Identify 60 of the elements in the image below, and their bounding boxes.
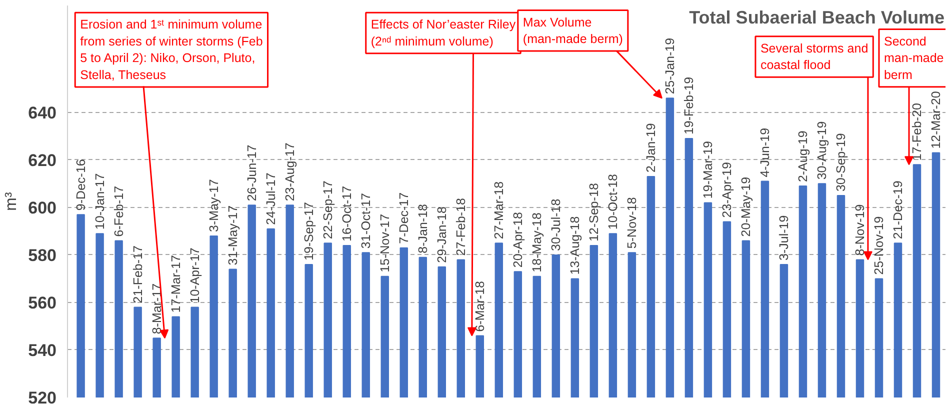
- chart-title: Total Subaerial Beach Volume: [689, 8, 945, 28]
- annotation: Erosion and 1ˢᵗ minimum volume from series of winter storms (Feb 5 to April 2): Niko, Orson, Pluto, Stella, Theseus: [80, 18, 263, 82]
- x-tick-label: 19-Sep-17: [302, 202, 316, 260]
- y-tick-label: 520: [28, 388, 57, 406]
- annotation: Second man-made berm: [884, 34, 944, 82]
- y-tick-label: 540: [28, 340, 57, 360]
- x-tick-label: 27-Mar-18: [492, 181, 506, 240]
- y-tick-label: 620: [28, 150, 57, 170]
- x-tick-label: 30-Jul-18: [548, 198, 563, 251]
- y-axis-title: m³: [3, 192, 20, 211]
- x-tick-label: 10-Jan-17: [92, 173, 107, 230]
- x-tick-label: 8-Jan-18: [416, 204, 430, 254]
- y-tick-label: 600: [28, 198, 57, 218]
- x-tick-label: 5-Nov-18: [624, 197, 639, 249]
- x-tick-label: 3-Jul-19: [776, 215, 791, 260]
- x-tick-label: 30-Sep-19: [834, 133, 848, 192]
- x-tick-label: 23-Apr-19: [720, 162, 734, 218]
- x-tick-label: 4-Jun-19: [758, 128, 772, 178]
- annotation: Max Volume (man-made berm): [522, 15, 623, 46]
- x-tick-label: 21-Dec-19: [890, 180, 905, 240]
- x-tick-label: 20-May-19: [738, 176, 753, 237]
- x-tick-label: 3-May-17: [206, 179, 221, 232]
- x-tick-label: 13-Aug-18: [568, 216, 582, 275]
- x-tick-label: 21-Feb-17: [130, 246, 145, 304]
- x-tick-label: 12-Sep-18: [586, 183, 601, 242]
- x-tick-label: 2-Aug-19: [796, 130, 810, 182]
- x-tick-label: 26-Jun-17: [244, 144, 259, 202]
- x-tick-label: 8-Mar-17: [150, 283, 164, 334]
- x-tick-label: 10-Oct-18: [606, 174, 620, 230]
- y-tick-label: 560: [28, 293, 57, 312]
- x-tick-label: 31-May-17: [226, 205, 240, 266]
- x-tick-label: 8-Nov-19: [852, 204, 867, 256]
- x-tick-label: 30-Aug-19: [814, 121, 829, 180]
- y-tick-label: 640: [28, 103, 57, 122]
- x-tick-label: 7-Dec-17: [396, 192, 411, 244]
- annotation: Several storms and coastal flood: [760, 41, 868, 72]
- x-tick-label: 22-Sep-17: [320, 180, 335, 240]
- x-tick-label: 24-Jul-17: [264, 172, 278, 225]
- x-tick-label: 12-Mar-20: [929, 91, 943, 149]
- x-tick-label: 6-Feb-17: [112, 186, 126, 237]
- x-tick-label: 20-Apr-18: [510, 212, 525, 268]
- x-tick-label: 15-Nov-17: [378, 214, 392, 272]
- x-tick-label: 19-Feb-19: [682, 76, 696, 135]
- x-tick-label: 29-Jan-18: [434, 206, 449, 263]
- x-tick-label: 19-Mar-19: [700, 140, 715, 199]
- x-tick-label: 25-Nov-19: [872, 216, 886, 275]
- annotation: Effects of Nor’easter Riley (2ⁿᵈ minimum volume): [370, 18, 516, 48]
- x-tick-label: 18-May-18: [530, 212, 544, 272]
- x-tick-label: 9-Dec-16: [74, 159, 88, 211]
- x-tick-label: 17-Mar-17: [168, 255, 183, 313]
- x-tick-label: 2-Jan-19: [644, 123, 658, 173]
- x-tick-label: 31-Oct-17: [358, 192, 373, 249]
- x-tick-label: 25-Jan-19: [662, 38, 677, 94]
- x-tick-label: 16-Oct-17: [340, 186, 354, 242]
- x-tick-label: 27-Feb-18: [454, 198, 468, 256]
- x-tick-label: 23-Aug-17: [282, 142, 297, 202]
- x-tick-label: 17-Feb-20: [910, 102, 924, 161]
- y-tick-label: 580: [28, 246, 57, 265]
- x-tick-label: 10-Apr-17: [188, 248, 202, 304]
- x-tick-label: 6-Mar-18: [472, 280, 487, 332]
